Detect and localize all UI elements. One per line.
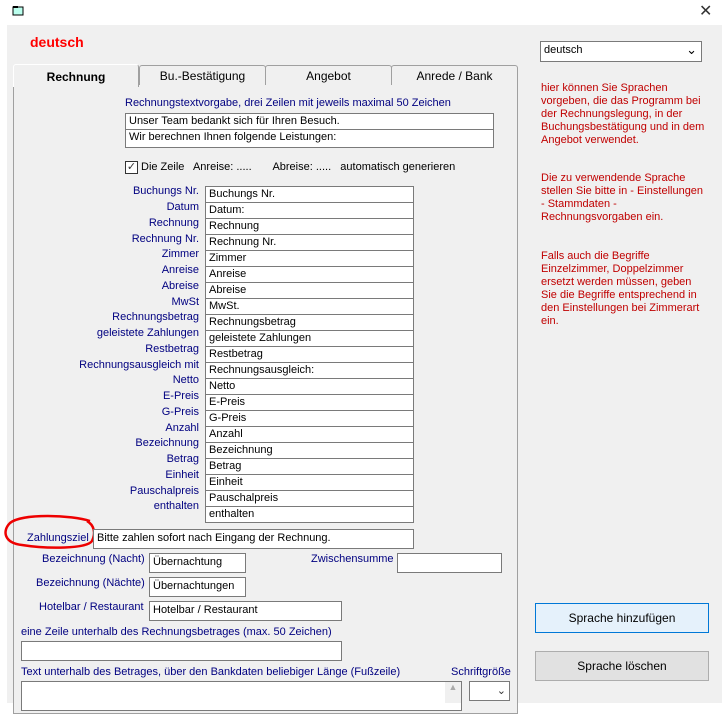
field-input[interactable]: enthalten [205,506,414,523]
nights-label: Bezeichnung (Nächte) [36,577,145,589]
field-input[interactable]: G-Preis [205,410,414,427]
font-size-select[interactable]: ⌄ [469,681,510,701]
field-input[interactable]: Rechnung [205,218,414,235]
field-label: G-Preis [161,406,199,418]
field-label: Einheit [165,469,199,481]
template-line-2[interactable]: Wir berechnen Ihnen folgende Leistungen: [129,131,337,143]
tab-angebot[interactable]: Angebot [265,65,392,85]
field-label: Restbetrag [145,343,199,355]
tab-label: Bu.-Bestätigung [159,69,246,83]
field-input[interactable]: Anreise [205,266,414,283]
app-icon [12,5,26,16]
field-label: Betrag [166,453,199,465]
field-label: Pauschalpreis [129,485,199,497]
field-input[interactable]: Rechnungsausgleich: [205,362,414,379]
field-label: MwSt [171,296,200,308]
field-input[interactable]: Buchungs Nr. [205,186,414,203]
subtotal-label: Zwischensumme [311,553,394,565]
field-label: Rechnungsausgleich mit [79,359,199,371]
language-select-value: deutsch [544,44,583,56]
night-input[interactable]: Übernachtung [149,553,246,573]
footer-text-input[interactable] [21,681,462,711]
night-label: Bezeichnung (Nacht) [42,553,145,565]
field-label: enthalten [153,500,199,512]
field-input[interactable]: MwSt. [205,298,414,315]
help-text-1: hier können Sie Sprachen vorgeben, die d… [541,82,705,146]
field-input[interactable]: Einheit [205,474,414,491]
help-text-2: Die zu verwendende Sprache stellen Sie b… [541,172,704,223]
field-input[interactable]: Abreise [205,282,414,299]
field-label: E-Preis [162,390,199,402]
language-select[interactable]: deutsch ⌄ [540,41,702,62]
below-amount-input[interactable] [21,641,342,661]
field-input[interactable]: Pauschalpreis [205,490,414,507]
field-input[interactable]: geleistete Zahlungen [205,330,414,347]
field-label: Abreise [161,280,199,292]
tab-bu-bestaetigung[interactable]: Bu.-Bestätigung [139,65,266,85]
field-input[interactable]: E-Preis [205,394,414,411]
field-label: Zimmer [161,248,199,260]
payment-term-input[interactable]: Bitte zahlen sofort nach Eingang der Rec… [93,529,414,549]
field-input[interactable]: Bezeichnung [205,442,414,459]
payment-term-label: Zahlungsziel [27,532,89,544]
subtotal-input[interactable] [397,553,502,573]
tab-label: Rechnung [46,70,106,84]
field-input[interactable]: Restbetrag [205,346,414,363]
tab-label: Angebot [306,69,351,83]
field-input[interactable]: Rechnung Nr. [205,234,414,251]
auto-line-label: Die Zeile Anreise: ..... Abreise: ..... … [141,161,456,173]
hotelbar-input[interactable]: Hotelbar / Restaurant [149,601,342,621]
field-label: Netto [172,374,199,386]
help-text-3: Falls auch die Begriffe Einzelzimmer, Do… [541,250,700,327]
hotelbar-label: Hotelbar / Restaurant [39,601,144,613]
field-label: Anreise [161,264,199,276]
field-label: geleistete Zahlungen [96,327,199,339]
below-amount-label: eine Zeile unterhalb des Rechnungsbetrag… [21,626,332,638]
add-language-button[interactable]: Sprache hinzufügen [535,603,709,633]
red-circle-annotation [4,514,96,549]
field-label: Rechnung Nr. [131,233,199,245]
field-label: Bezeichnung [135,437,199,449]
field-input[interactable]: Zimmer [205,250,414,267]
close-icon[interactable]: ✕ [699,3,713,20]
field-input[interactable]: Betrag [205,458,414,475]
field-label: Anzahl [165,422,199,434]
nights-input[interactable]: Übernachtungen [149,577,246,597]
field-label: Rechnungsbetrag [112,311,199,323]
footer-text-label: Text unterhalb des Betrages, über den Ba… [21,666,401,678]
tab-anrede-bank[interactable]: Anrede / Bank [391,65,518,85]
template-lines[interactable]: Unser Team bedankt sich für Ihren Besuch… [125,113,494,148]
template-line-1[interactable]: Unser Team bedankt sich für Ihren Besuch… [126,114,493,130]
delete-language-button[interactable]: Sprache löschen [535,651,709,681]
field-label: Buchungs Nr. [132,185,199,197]
auto-line-checkbox[interactable]: ✓ [125,161,138,174]
language-title: deutsch [30,34,84,50]
field-input[interactable]: Rechnungsbetrag [205,314,414,331]
chevron-down-icon: ⌄ [686,42,697,57]
tab-rechnung[interactable]: Rechnung [13,64,139,87]
template-label: Rechnungstextvorgabe, drei Zeilen mit je… [125,97,451,109]
scrollbar-up-icon[interactable]: ▲ [445,682,461,703]
chevron-down-icon: ⌄ [496,685,506,697]
font-size-label: Schriftgröße [451,666,511,678]
tab-label: Anrede / Bank [416,69,493,83]
field-label: Datum [166,201,199,213]
field-label: Rechnung [148,217,199,229]
field-input[interactable]: Datum: [205,202,414,219]
field-input[interactable]: Anzahl [205,426,414,443]
field-input[interactable]: Netto [205,378,414,395]
